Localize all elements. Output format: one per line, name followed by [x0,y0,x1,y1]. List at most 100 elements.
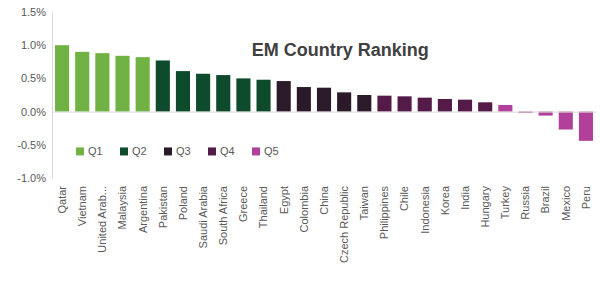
bar [277,81,291,112]
x-axis-line [53,112,597,113]
x-tick: Egypt [278,112,290,215]
x-tick: Vietnam [76,112,88,227]
y-tick: 1.5% [21,6,52,18]
x-tick-label: China [318,185,330,215]
bar [75,52,89,112]
bar [136,57,150,111]
x-tick: Greece [237,112,249,222]
x-tick-label: Argentina [137,185,149,233]
x-tick-label: Chile [398,186,410,211]
bar [377,96,391,112]
x-axis: Qatar Vietnam United Arab... Malaysia Argent… [53,112,597,263]
bar [337,92,351,111]
x-tick-label: Vietnam [76,186,88,226]
y-tick-label: 1.0% [21,39,46,51]
x-tick: China [318,112,330,215]
x-tick-label: United Arab... [96,186,108,253]
x-tick-label: Malaysia [116,185,128,229]
bar [297,87,311,112]
chart: -1.0%-0.5%0.0%0.5%1.0%1.5%QatarVietnamUn… [0,0,600,288]
x-tick: Russia [519,112,531,220]
legend-swatch [76,147,84,155]
legend-item: Q2 [120,145,147,157]
x-tick-label: Qatar [56,186,68,214]
title: EM Country Ranking [252,40,429,60]
x-tick: Chile [398,112,410,211]
y-tick-label: -0.5% [17,139,46,151]
x-tick: Hungary [479,112,491,228]
x-tick-label: Egypt [278,186,290,214]
x-tick-label: Czech Republic [338,186,350,264]
legend-item: Q5 [252,145,279,157]
x-tick: Czech Republic [338,112,350,263]
bar [176,71,190,112]
legend-item: Q1 [76,145,103,157]
y-tick: -1.0% [17,172,52,184]
legend: Q1 Q2 Q3 Q4 Q5 [76,145,279,157]
y-tick: 1.0% [21,39,52,51]
y-tick-label: 0.5% [21,72,46,84]
bar [95,53,109,111]
bar [418,98,432,112]
bar [156,60,170,111]
x-tick: Poland [177,112,189,221]
bar [357,95,371,112]
legend-swatch [120,147,128,155]
x-tick-label: Thailand [257,186,269,228]
x-tick-label: Brazil [539,186,551,214]
x-tick: United Arab... [96,112,108,253]
x-tick: Peru [580,112,592,210]
x-tick-label: Hungary [479,186,491,228]
x-tick: Colombia [298,112,310,233]
x-tick-label: Mexico [560,186,572,221]
legend-label: Q1 [88,145,103,157]
y-axis: -1.0%-0.5%0.0%0.5%1.0%1.5% [17,6,52,184]
x-tick: Pakistan [157,112,169,229]
bar [317,88,331,112]
bar [498,105,512,112]
bar [216,75,230,112]
x-tick-label: Greece [237,186,249,222]
x-tick-label: Peru [580,186,592,209]
bar [579,112,593,141]
y-axis-line [52,13,53,179]
x-tick: Saudi Arabia [197,112,209,249]
x-tick-label: Colombia [298,185,310,232]
x-tick-label: Pakistan [157,186,169,228]
bar [438,99,452,112]
bar [55,45,69,111]
legend-label: Q4 [220,145,235,157]
x-tick-label: Taiwan [358,186,370,220]
x-tick: Brazil [539,112,551,214]
x-tick: Malaysia [116,112,128,230]
y-tick: -0.5% [17,139,52,151]
y-tick-label: 1.5% [21,6,46,18]
legend-item: Q3 [164,145,191,157]
legend-swatch [252,147,260,155]
legend-label: Q5 [264,145,279,157]
bar [458,100,472,112]
plot: -1.0%-0.5%0.0%0.5%1.0%1.5%QatarVietnamUn… [17,6,596,263]
legend-swatch [164,147,172,155]
x-tick-label: Saudi Arabia [197,185,209,248]
bar [115,56,129,112]
x-tick-label: Turkey [499,186,511,220]
x-tick: Philippines [378,112,390,240]
x-tick-label: Indonesia [419,185,431,234]
x-tick: Taiwan [358,112,370,221]
x-tick: South Africa [217,112,229,246]
bar [196,74,210,112]
x-tick: Mexico [560,112,572,221]
x-tick: Qatar [56,112,68,214]
bar [257,80,271,112]
x-tick: Thailand [257,112,269,229]
x-tick-label: Poland [177,186,189,220]
x-tick-label: India [459,185,471,210]
x-tick-label: Russia [519,185,531,220]
x-tick: Indonesia [419,112,431,234]
y-tick: 0.5% [21,72,52,84]
x-tick-label: South Africa [217,185,229,245]
x-tick: Argentina [137,112,149,233]
x-tick-label: Philippines [378,186,390,240]
x-tick: Turkey [499,112,511,220]
